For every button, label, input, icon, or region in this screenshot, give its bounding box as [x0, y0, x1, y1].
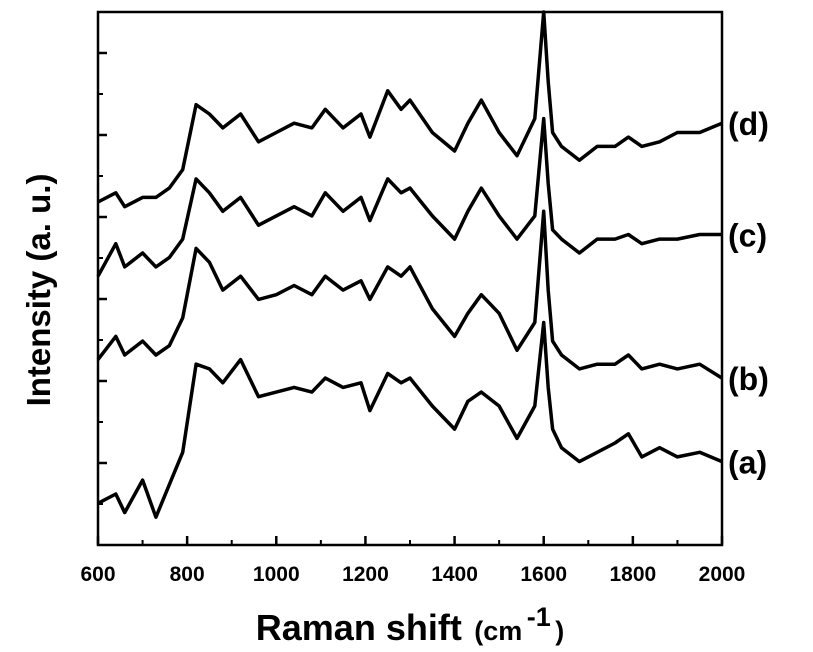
x-tick-label: 1200 — [342, 563, 389, 586]
plot-lines — [96, 10, 723, 519]
x-tick-label: 1800 — [609, 563, 656, 586]
series-label-b: (b) — [728, 361, 769, 397]
series-label-c: (c) — [728, 217, 767, 253]
series-line-a — [97, 320, 723, 519]
x-axis-title: Raman shift (cm -1 ) — [256, 602, 564, 648]
x-tick-label: 1000 — [253, 563, 300, 586]
x-axis-title-unit: (cm — [474, 616, 522, 646]
y-axis-title: Intensity (a. u.) — [20, 174, 57, 407]
series-line-d — [97, 10, 723, 209]
series-label-a: (a) — [728, 445, 767, 481]
x-tick-label: 1600 — [520, 563, 567, 586]
x-axis-title-main: Raman shift — [256, 607, 462, 648]
series-label-d: (d) — [728, 106, 769, 142]
x-tick-label: 2000 — [699, 563, 746, 586]
x-tick-label: 1400 — [431, 563, 478, 586]
x-axis-ticks: 600 800 1000 1200 1400 1600 1800 2000 — [80, 536, 745, 586]
x-axis-title-exponent: -1 — [527, 602, 551, 632]
x-tick-label: 800 — [170, 563, 205, 586]
series-labels: (a) (b) (c) (d) — [728, 106, 769, 480]
x-axis-title-close: ) — [555, 616, 564, 646]
x-tick-label: 600 — [80, 563, 115, 586]
y-axis-ticks — [98, 51, 107, 505]
series-line-c — [96, 116, 722, 278]
series-line-b — [96, 209, 723, 380]
